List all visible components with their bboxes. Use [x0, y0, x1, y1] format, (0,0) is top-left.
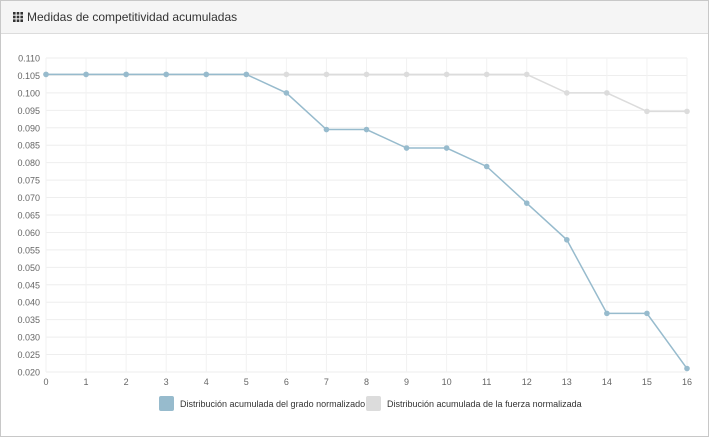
x-tick-label: 9	[404, 377, 409, 387]
series-0-point	[283, 90, 290, 96]
series-0-point	[684, 365, 690, 372]
series-0-point	[363, 126, 370, 133]
series-0-point	[83, 71, 89, 78]
series-0-point	[243, 71, 250, 78]
x-tick-label: 8	[364, 377, 369, 387]
series-1-point	[323, 71, 330, 78]
x-tick-label: 5	[244, 377, 249, 387]
series-0-point	[483, 163, 490, 170]
series-0-point	[203, 71, 210, 78]
x-tick-label: 13	[562, 377, 572, 387]
y-tick-label: 0.040	[17, 298, 40, 308]
series-1-point	[604, 90, 610, 96]
y-tick-label: 0.025	[17, 350, 40, 360]
x-tick-label: 7	[324, 377, 329, 387]
series-1-point	[523, 71, 530, 78]
x-tick-label: 10	[442, 377, 452, 387]
x-tick-label: 15	[642, 377, 652, 387]
y-tick-label: 0.055	[17, 245, 40, 255]
series-1-point	[644, 108, 650, 115]
x-tick-label: 12	[522, 377, 532, 387]
panel-title: Medidas de competitividad acumuladas	[27, 10, 238, 24]
x-tick-label: 16	[682, 377, 692, 387]
series-1-point	[483, 71, 490, 78]
y-tick-label: 0.045	[17, 280, 40, 290]
y-tick-label: 0.080	[17, 158, 40, 168]
y-tick-label: 0.105	[17, 71, 40, 81]
y-tick-label: 0.090	[17, 123, 40, 133]
x-tick-label: 4	[204, 377, 209, 387]
series-0-point	[323, 126, 330, 133]
panel-header: Medidas de competitividad acumuladas	[1, 1, 708, 34]
x-tick-label: 14	[602, 377, 612, 387]
series-0-point	[523, 200, 530, 206]
series-0-point	[163, 71, 169, 78]
x-axis: 0 1 2 3 4 5 6 7 8 9 10 11 12 13 14 15 16	[43, 377, 692, 387]
x-tick-label: 6	[284, 377, 289, 387]
series-1-point	[684, 108, 690, 115]
series-0-point	[443, 145, 450, 151]
y-tick-label: 0.020	[17, 368, 40, 378]
series-0-point	[564, 236, 570, 243]
series-1-point	[564, 90, 570, 96]
x-tick-label: 2	[124, 377, 129, 387]
y-tick-label: 0.075	[17, 176, 40, 186]
y-tick-label: 0.065	[17, 211, 40, 221]
x-tick-label: 3	[164, 377, 169, 387]
series-1-point	[363, 71, 370, 78]
y-axis: 0.110 0.105 0.100 0.095 0.090 0.085 0.080 0.075…	[17, 54, 40, 378]
y-tick-label: 0.100	[17, 88, 40, 98]
legend-label-1: Distribución acumulada de la fuerza norm…	[387, 399, 582, 409]
legend-swatch-0	[159, 396, 174, 411]
chart-area: 0.110 0.105 0.100 0.095 0.090 0.085 0.080 0.075…	[1, 34, 708, 436]
line-chart: 0.110 0.105 0.100 0.095 0.090 0.085 0.080 0.075…	[17, 54, 692, 411]
series-0-point	[403, 145, 410, 151]
legend-swatch-1	[366, 396, 381, 411]
x-tick-label: 1	[84, 377, 89, 387]
y-tick-label: 0.110	[18, 54, 40, 64]
y-tick-label: 0.085	[17, 141, 40, 151]
series-1-point	[443, 71, 450, 78]
legend: Distribución acumulada del grado normali…	[159, 396, 582, 411]
series-layer	[43, 71, 690, 372]
grid-icon	[13, 12, 23, 22]
series-0-point	[604, 310, 610, 317]
y-tick-label: 0.050	[17, 263, 40, 273]
series-0-point	[123, 71, 129, 78]
y-tick-label: 0.060	[17, 228, 40, 238]
y-tick-label: 0.030	[17, 333, 40, 343]
series-1-point	[283, 71, 290, 78]
x-tick-label: 0	[43, 377, 48, 387]
series-0-point	[43, 71, 49, 78]
grid-layer	[45, 57, 688, 373]
y-tick-label: 0.070	[17, 193, 40, 203]
series-0-point	[644, 310, 650, 317]
x-tick-label: 11	[482, 377, 491, 387]
y-tick-label: 0.095	[17, 106, 40, 116]
series-1-point	[403, 71, 410, 78]
y-tick-label: 0.035	[17, 315, 40, 325]
legend-label-0: Distribución acumulada del grado normali…	[180, 399, 365, 409]
